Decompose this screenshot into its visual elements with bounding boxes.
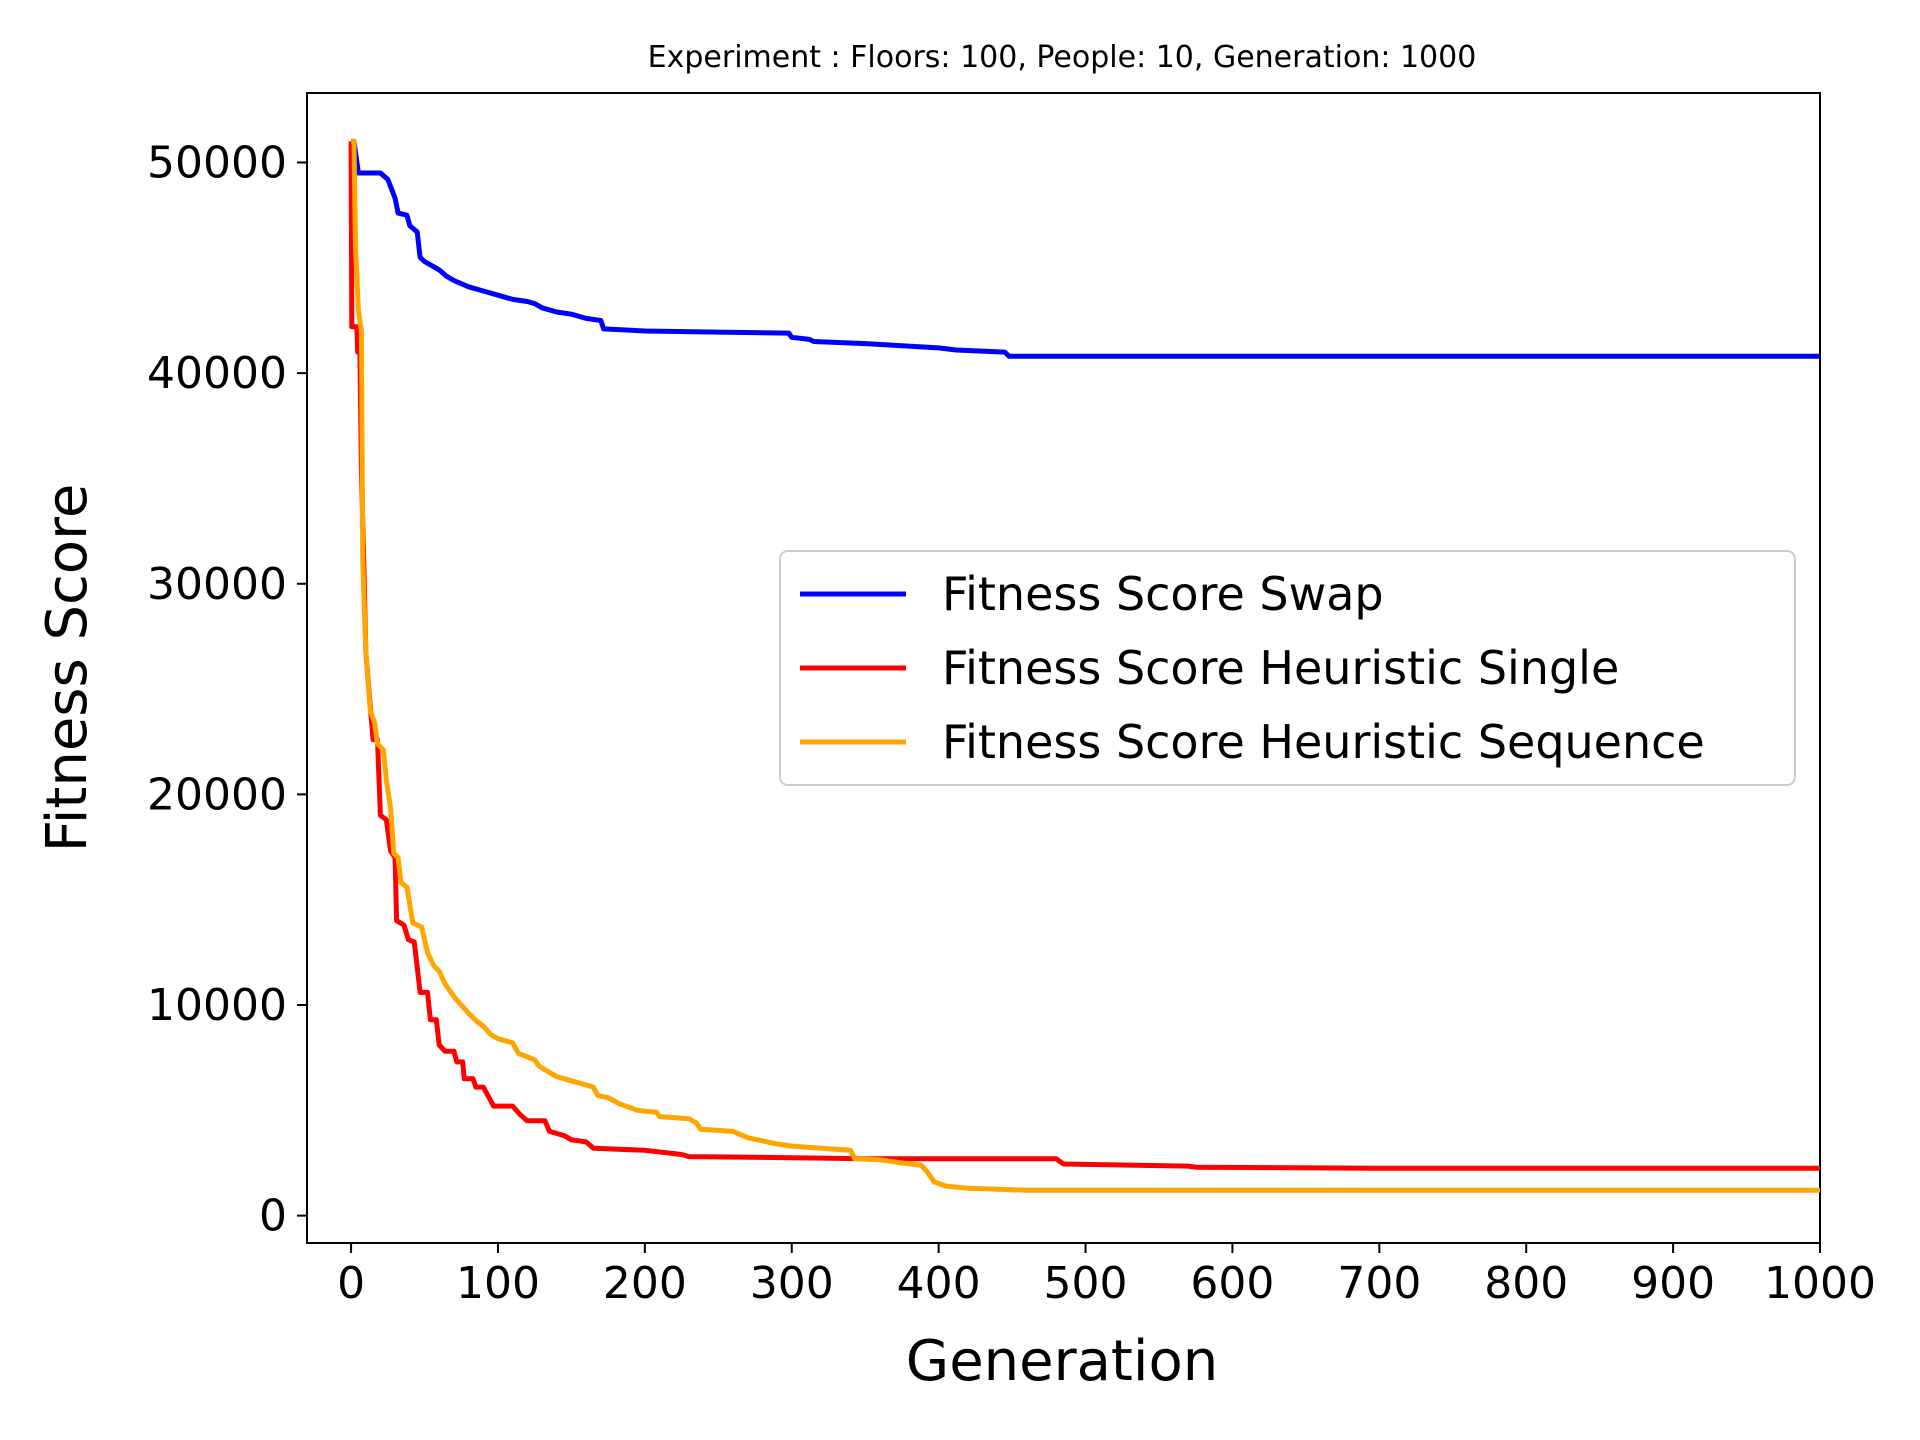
- x-tick-label: 900: [1631, 1258, 1715, 1309]
- x-axis-label: Generation: [906, 1329, 1218, 1394]
- y-tick-label: 20000: [147, 769, 287, 820]
- y-axis: 0 10000 20000 30000 40000 50000: [147, 138, 307, 1242]
- plot-frame: [306, 92, 1821, 1244]
- x-tick-label: 300: [750, 1258, 834, 1309]
- x-tick-label: 100: [456, 1258, 540, 1309]
- legend-label-2: Fitness Score Heuristic Single: [942, 641, 1619, 695]
- x-tick-label: 400: [897, 1258, 981, 1309]
- y-tick-label: 50000: [147, 138, 287, 189]
- series-line-1: [351, 138, 1820, 359]
- chart-title: Experiment : Floors: 100, People: 10, Ge…: [648, 40, 1477, 75]
- x-tick-label: 1000: [1764, 1258, 1876, 1309]
- plot-area: [306, 92, 1821, 1244]
- series-line-3: [351, 138, 1820, 1193]
- x-tick-label: 500: [1044, 1258, 1128, 1309]
- x-tick-label: 600: [1190, 1258, 1274, 1309]
- x-tick-label: 200: [603, 1258, 687, 1309]
- x-tick-label: 0: [337, 1258, 365, 1309]
- x-axis: 0 100 200 300 400 500 600 700 800 900 1000: [337, 1243, 1876, 1309]
- y-tick-label: 30000: [147, 559, 287, 610]
- legend-label-3: Fitness Score Heuristic Sequence: [942, 715, 1705, 769]
- x-tick-label: 800: [1484, 1258, 1568, 1309]
- y-tick-label: 0: [259, 1191, 287, 1242]
- legend: Fitness Score Swap Fitness Score Heuristi…: [779, 550, 1796, 786]
- x-tick-label: 700: [1337, 1258, 1421, 1309]
- series-layer: [348, 138, 1820, 1193]
- legend-entries: Fitness Score Swap Fitness Score Heuristi…: [800, 567, 1705, 769]
- y-axis-label: Fitness Score: [35, 484, 100, 853]
- series-line-2: [348, 141, 1820, 1171]
- y-tick-label: 10000: [147, 980, 287, 1031]
- legend-label-1: Fitness Score Swap: [942, 567, 1384, 621]
- y-tick-label: 40000: [147, 348, 287, 399]
- legend-box: [779, 550, 1796, 786]
